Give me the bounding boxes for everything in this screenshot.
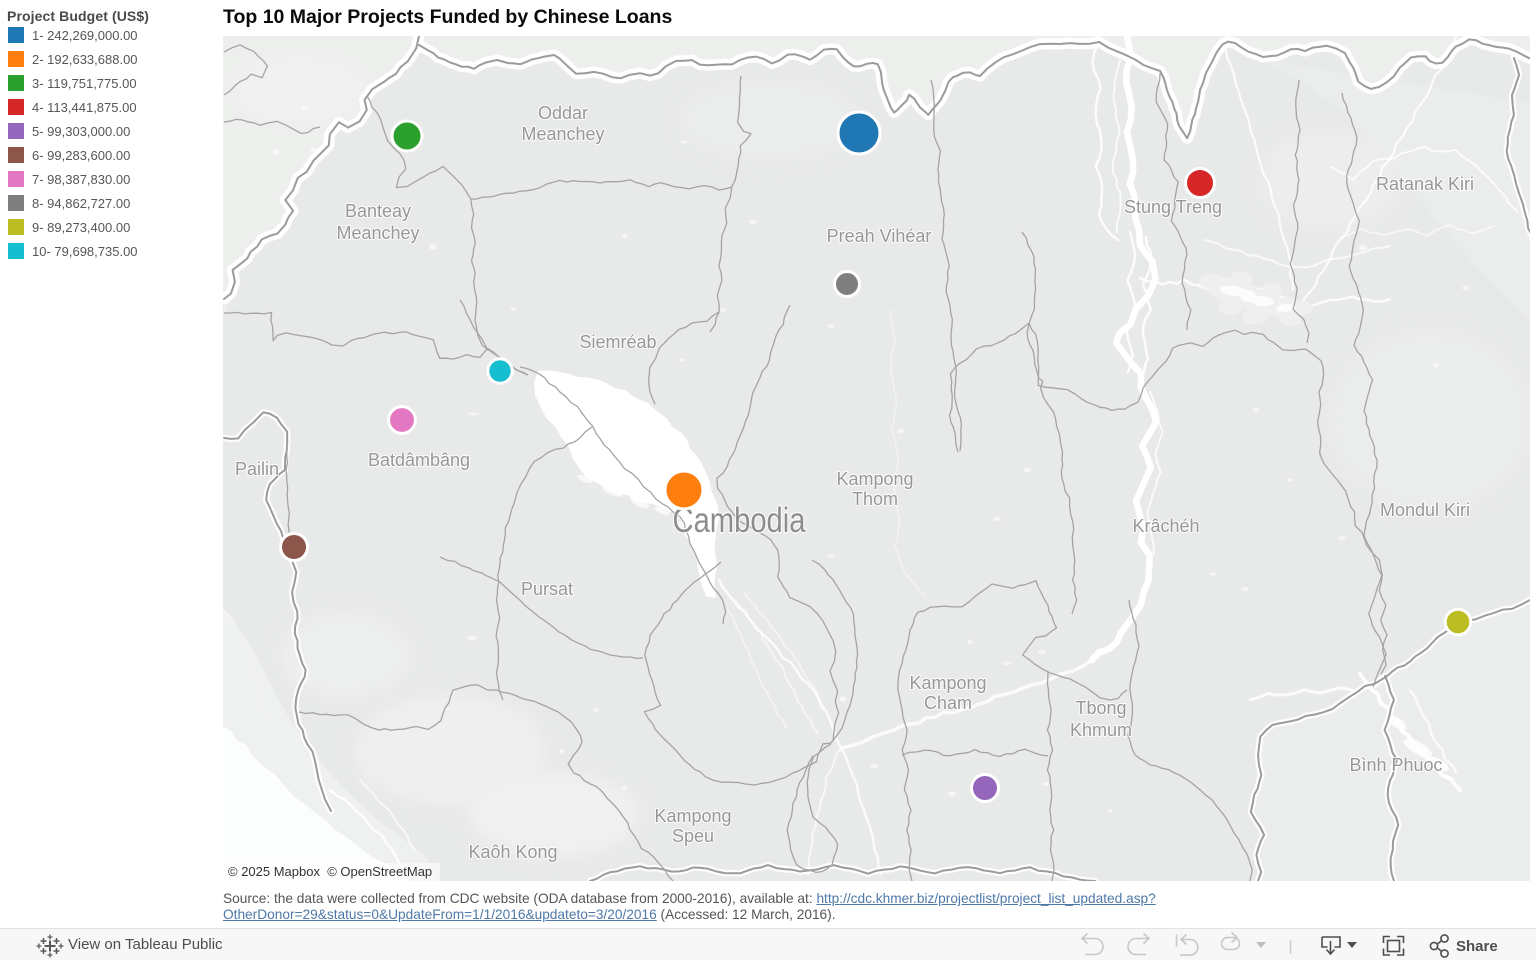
- svg-text:Pursat: Pursat: [521, 579, 573, 599]
- svg-text:Pailin: Pailin: [235, 459, 279, 479]
- svg-text:Oddar: Oddar: [538, 103, 588, 123]
- svg-text:Cham: Cham: [924, 693, 972, 713]
- svg-text:Khmum: Khmum: [1070, 720, 1132, 740]
- svg-text:Preah Vihéar: Preah Vihéar: [827, 226, 932, 246]
- svg-text:Meanchey: Meanchey: [521, 124, 604, 144]
- svg-text:Krâchéh: Krâchéh: [1132, 516, 1199, 536]
- svg-text:Kampong: Kampong: [654, 806, 731, 826]
- svg-text:Thom: Thom: [852, 489, 898, 509]
- svg-text:Kampong: Kampong: [836, 469, 913, 489]
- svg-text:Kampong: Kampong: [909, 673, 986, 693]
- svg-text:Stung Treng: Stung Treng: [1124, 197, 1222, 217]
- svg-text:Share: Share: [1456, 938, 1498, 955]
- svg-text:Speu: Speu: [672, 826, 714, 846]
- svg-text:Tbong: Tbong: [1075, 698, 1126, 718]
- svg-text:Siemréab: Siemréab: [579, 332, 656, 352]
- svg-text:Mondul Kiri: Mondul Kiri: [1380, 500, 1470, 520]
- svg-text:Ratanak Kiri: Ratanak Kiri: [1376, 174, 1474, 194]
- svg-text:Meanchey: Meanchey: [336, 223, 419, 243]
- svg-text:Kaôh Kong: Kaôh Kong: [468, 842, 557, 862]
- svg-text:Bình Phuoc: Bình Phuoc: [1349, 755, 1442, 775]
- svg-text:Batdâmbâng: Batdâmbâng: [368, 450, 470, 470]
- svg-text:Banteay: Banteay: [345, 201, 411, 221]
- svg-text:Cambodia: Cambodia: [673, 501, 806, 540]
